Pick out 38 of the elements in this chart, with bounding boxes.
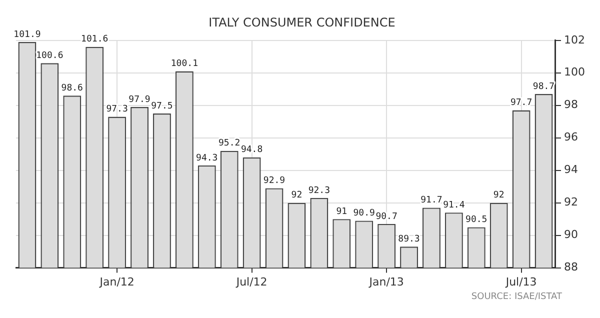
data-label: 90.7 <box>376 212 398 222</box>
y-tick-label: 90 <box>564 228 578 242</box>
data-label: 92 <box>291 190 302 201</box>
data-label: 91.7 <box>420 196 442 206</box>
data-label: 90.5 <box>466 215 488 226</box>
x-tick-label: Jan/13 <box>368 275 404 288</box>
data-label: 90.9 <box>353 208 375 219</box>
data-label: 95.2 <box>218 138 240 149</box>
y-tick-label: 102 <box>564 33 586 46</box>
y-tick-label: 98 <box>564 98 578 112</box>
chart-title: ITALY CONSUMER CONFIDENCE <box>208 15 396 30</box>
data-label: 91.4 <box>443 200 465 210</box>
y-tick-label: 92 <box>564 196 578 209</box>
data-label: 97.7 <box>510 98 532 108</box>
data-label: 97.9 <box>128 94 150 105</box>
source-note: SOURCE: ISAE/ISTAT <box>470 292 563 302</box>
data-label: 98.6 <box>61 83 83 94</box>
data-label: 101.9 <box>14 30 41 40</box>
data-label: 100.1 <box>170 59 198 70</box>
data-label: 92.3 <box>308 186 330 196</box>
data-label: 89.3 <box>398 234 420 245</box>
y-tick-label: 94 <box>564 163 578 176</box>
x-tick-label: Jan/12 <box>98 275 134 288</box>
data-label: 98.7 <box>532 82 555 92</box>
data-label: 101.6 <box>81 34 108 45</box>
data-label: 92.9 <box>263 176 286 186</box>
data-label: 97.5 <box>151 101 173 112</box>
data-label: 91 <box>336 206 348 217</box>
data-label: 94.8 <box>240 145 263 156</box>
data-label: 97.3 <box>106 104 128 115</box>
y-tick-label: 96 <box>564 130 578 144</box>
x-tick-label: Jul/12 <box>235 275 268 288</box>
y-tick-label: 100 <box>564 66 586 79</box>
x-tick-label: Jul/13 <box>504 275 537 288</box>
data-label: 100.6 <box>36 50 64 61</box>
y-tick-label: 88 <box>564 260 578 274</box>
data-label: 92 <box>493 190 504 201</box>
data-label: 94.3 <box>196 153 218 164</box>
